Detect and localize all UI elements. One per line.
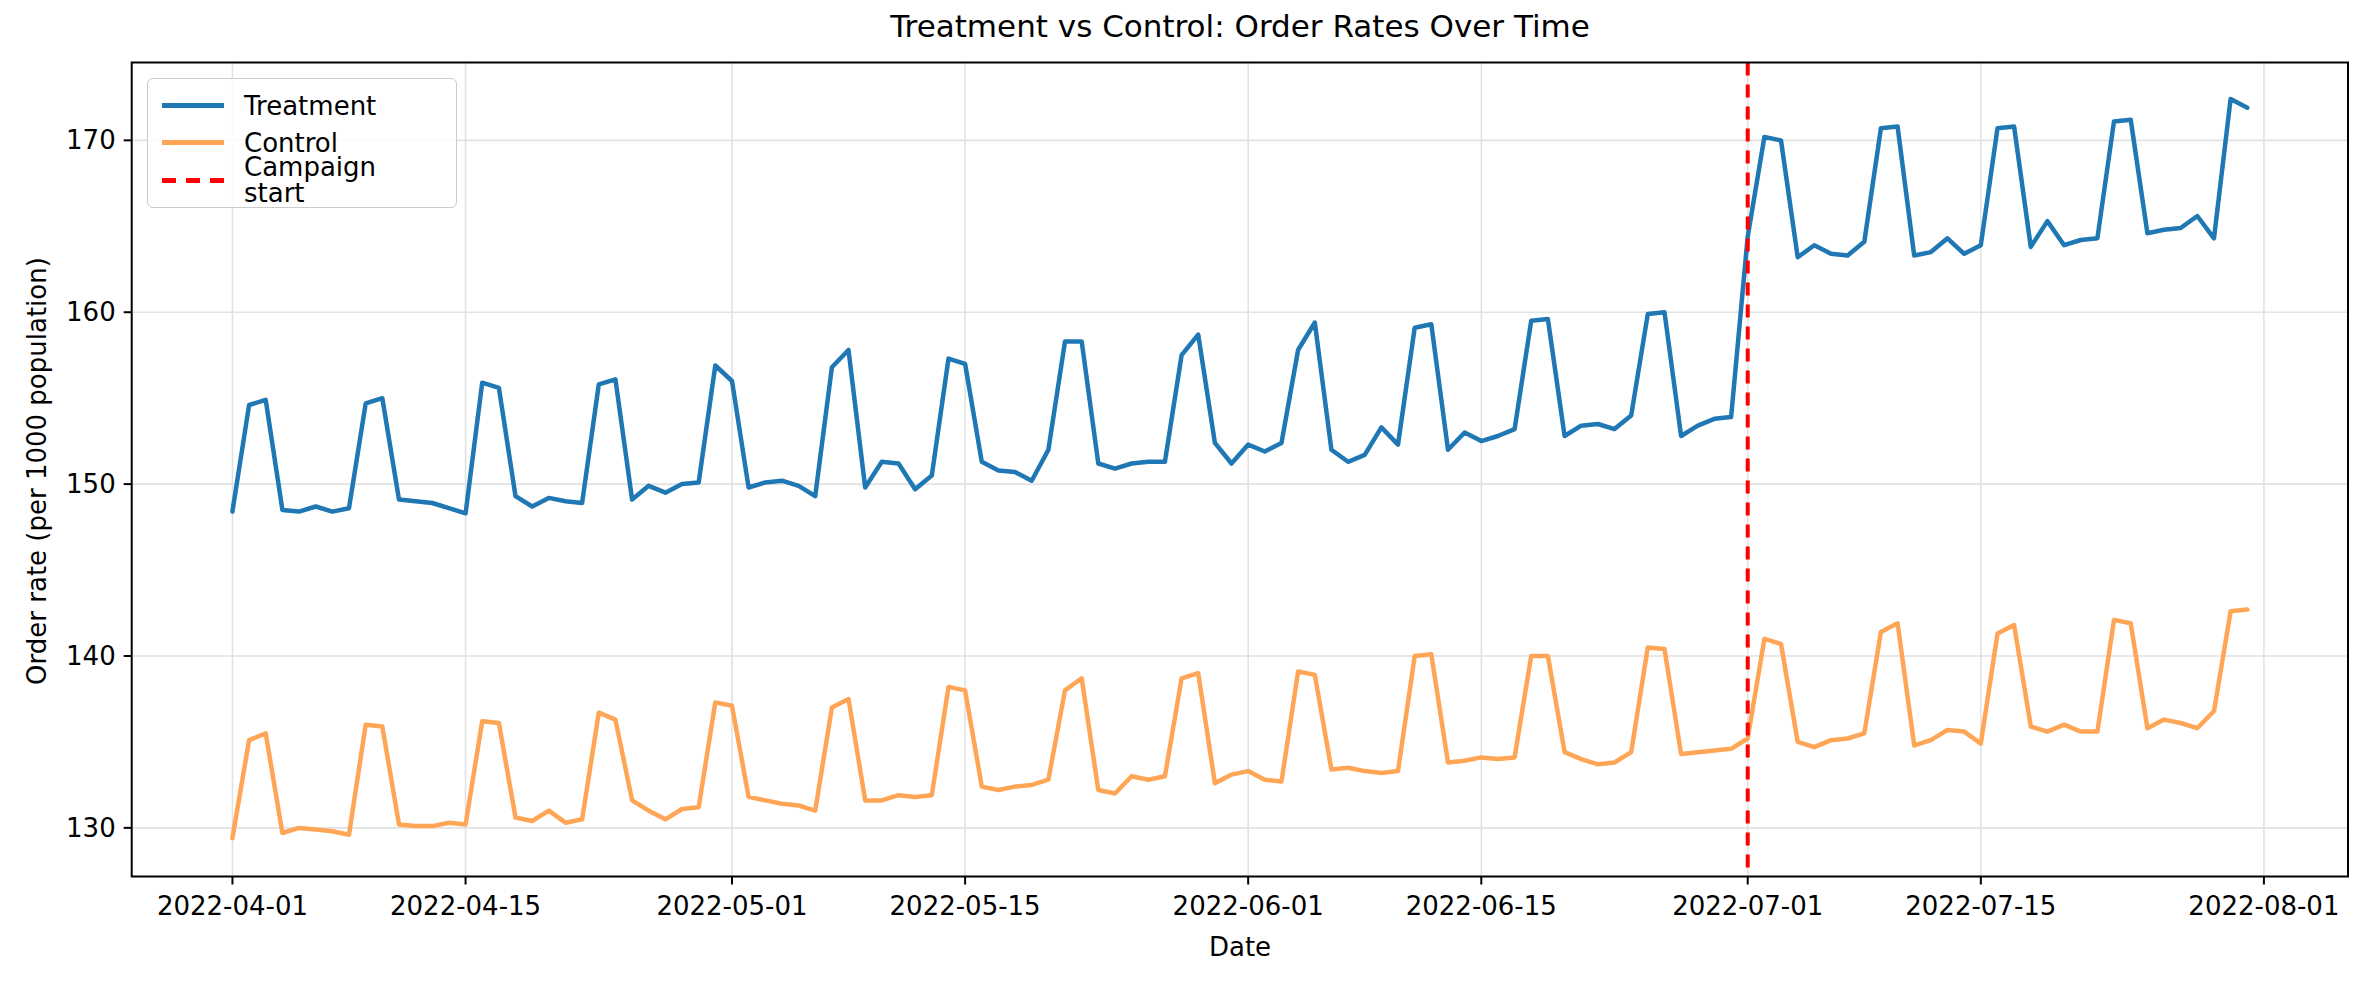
x-tick-label: 2022-08-01: [2188, 891, 2339, 921]
legend: Treatment Control Campaign start: [147, 78, 457, 208]
x-tick-label: 2022-05-15: [890, 891, 1041, 921]
treatment-line-swatch: [162, 103, 224, 108]
x-tick-label: 2022-04-01: [157, 891, 308, 921]
y-tick-label: 140: [66, 641, 116, 671]
y-tick-label: 130: [66, 813, 116, 843]
x-tick-label: 2022-06-15: [1406, 891, 1557, 921]
x-axis-label: Date: [132, 932, 2348, 962]
y-tick-label: 150: [66, 469, 116, 499]
control-line-swatch: [162, 140, 224, 145]
series-line-treatment: [232, 99, 2247, 513]
plot-border: [132, 63, 2348, 877]
y-tick-label: 170: [66, 125, 116, 155]
chart-title: Treatment vs Control: Order Rates Over T…: [132, 8, 2348, 44]
x-tick-label: 2022-04-15: [390, 891, 541, 921]
y-tick-label: 160: [66, 297, 116, 327]
series-line-control: [232, 610, 2247, 839]
legend-item-treatment: Treatment: [162, 87, 442, 124]
legend-label-campaign-start: Campaign start: [244, 154, 442, 206]
y-axis-label: Order rate (per 1000 population): [22, 236, 52, 706]
x-tick-label: 2022-05-01: [656, 891, 807, 921]
campaign-start-line-swatch: [162, 178, 224, 183]
x-tick-label: 2022-07-15: [1905, 891, 2056, 921]
x-tick-label: 2022-06-01: [1173, 891, 1324, 921]
x-tick-label: 2022-07-01: [1672, 891, 1823, 921]
legend-label-treatment: Treatment: [244, 93, 376, 119]
legend-item-campaign-start: Campaign start: [162, 161, 442, 199]
chart-figure: 2022-04-01 2022-04-15 2022-05-01 2022-05-15…: [0, 0, 2369, 982]
